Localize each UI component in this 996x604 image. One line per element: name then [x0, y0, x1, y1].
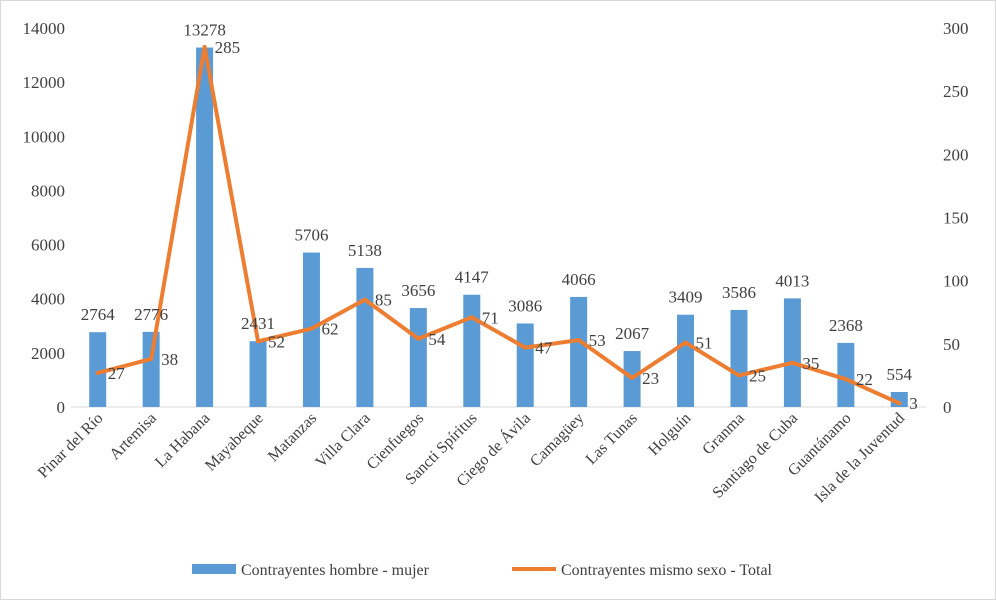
- bar: [196, 47, 214, 408]
- bar-series: [89, 47, 908, 408]
- bar-value-label: 13278: [183, 21, 226, 40]
- line-value-label: 54: [428, 330, 446, 349]
- bar-value-label: 2776: [134, 305, 168, 324]
- bar-value-label: 4147: [455, 268, 490, 287]
- line-value-label: 47: [535, 339, 553, 358]
- bar: [677, 314, 695, 407]
- line-point: [149, 356, 154, 361]
- left-axis-tick-label: 6000: [31, 236, 65, 255]
- category-label: Isla de la Juventud: [812, 410, 909, 507]
- line-point: [897, 401, 902, 406]
- bar-value-label: 5706: [294, 226, 328, 245]
- line-value-label: 25: [749, 366, 766, 385]
- line-data-labels: 27 38 285 52 62 85 54 71 47 53 23 51 25 35 22 3: [108, 38, 918, 413]
- line-value-label: 85: [375, 291, 392, 310]
- bar-value-label: 2764: [81, 305, 116, 324]
- line-point: [630, 375, 635, 380]
- category-label: Pinar del Río: [35, 410, 107, 482]
- legend-label-line: Contrayentes mismo sexo - Total: [561, 562, 773, 579]
- bar: [142, 331, 160, 407]
- line-point: [256, 339, 261, 344]
- right-axis-tick-label: 0: [943, 398, 952, 417]
- bar-value-label: 4013: [775, 271, 809, 290]
- category-label: Camagüey: [527, 410, 587, 470]
- bar-value-label: 3656: [401, 281, 435, 300]
- line-point: [202, 44, 207, 49]
- category-label: Artemisa: [106, 410, 159, 463]
- bar-value-label: 4066: [562, 270, 596, 289]
- line-value-label: 285: [215, 38, 241, 57]
- line-value-label: 3: [909, 394, 918, 413]
- line-point: [843, 377, 848, 382]
- line-series: [95, 44, 902, 406]
- right-axis: 0 50 100 150 200 250 300: [943, 19, 969, 417]
- line-point: [576, 338, 581, 343]
- line-point: [416, 336, 421, 341]
- bar: [783, 298, 801, 407]
- bar: [409, 308, 427, 407]
- bar-data-labels: 2764 277613278243157065138365641473086406…: [81, 21, 913, 384]
- line-value-label: 38: [161, 350, 178, 369]
- left-axis-tick-label: 2000: [31, 344, 65, 363]
- line-point: [469, 315, 474, 320]
- left-axis-tick-label: 14000: [23, 19, 66, 38]
- bar-value-label: 5138: [348, 241, 382, 260]
- bar-value-label: 3409: [669, 288, 703, 307]
- category-label: Mayabeque: [202, 410, 267, 475]
- category-label: Matanzas: [265, 410, 320, 465]
- bar: [730, 309, 748, 407]
- line-point: [790, 360, 795, 365]
- legend: Contrayentes hombre - mujer Contrayentes …: [192, 562, 773, 579]
- line-value-label: 71: [482, 308, 499, 327]
- bar-value-label: 2368: [829, 316, 863, 335]
- legend-label-bar: Contrayentes hombre - mujer: [241, 562, 430, 579]
- right-axis-tick-label: 100: [943, 272, 969, 291]
- line-point: [362, 297, 367, 302]
- bar: [463, 294, 481, 407]
- line-point: [683, 340, 688, 345]
- right-axis-tick-label: 250: [943, 82, 969, 101]
- bar-value-label: 2067: [615, 324, 650, 343]
- left-axis-tick-label: 12000: [23, 73, 66, 92]
- right-axis-tick-label: 50: [943, 335, 960, 354]
- bar-value-label: 2431: [241, 314, 275, 333]
- bar: [516, 323, 534, 407]
- bar-value-label: 3086: [508, 296, 542, 315]
- bar: [89, 332, 107, 407]
- line-value-label: 51: [696, 334, 713, 353]
- category-label: Holguín: [645, 410, 694, 459]
- left-axis-tick-label: 4000: [31, 290, 65, 309]
- bar: [570, 296, 588, 407]
- bar-value-label: 3586: [722, 283, 756, 302]
- line-path: [95, 44, 902, 406]
- right-axis-tick-label: 300: [943, 19, 969, 38]
- line-value-label: 27: [108, 364, 126, 383]
- category-label: Las Tunas: [583, 410, 641, 468]
- left-axis: 0 2000 4000 6000 8000 10000 12000 14000: [23, 19, 66, 417]
- line-point: [736, 373, 741, 378]
- left-axis-tick-label: 10000: [23, 127, 66, 146]
- bar-value-label: 554: [887, 365, 913, 384]
- right-axis-tick-label: 150: [943, 209, 969, 228]
- bar: [837, 342, 855, 407]
- legend-swatch-bar: [192, 564, 236, 574]
- line-value-label: 23: [642, 369, 659, 388]
- line-value-label: 22: [856, 370, 873, 389]
- line-value-label: 52: [268, 332, 285, 351]
- left-axis-tick-label: 0: [57, 398, 66, 417]
- category-label: Granma: [699, 410, 747, 458]
- right-axis-tick-label: 200: [943, 145, 969, 164]
- bar: [249, 341, 267, 407]
- line-value-label: 53: [589, 331, 606, 350]
- line-point: [95, 370, 100, 375]
- line-point: [309, 326, 314, 331]
- line-value-label: 35: [802, 354, 819, 373]
- line-value-label: 62: [321, 320, 338, 339]
- bar: [356, 267, 374, 407]
- left-axis-tick-label: 8000: [31, 181, 65, 200]
- line-point: [523, 345, 528, 350]
